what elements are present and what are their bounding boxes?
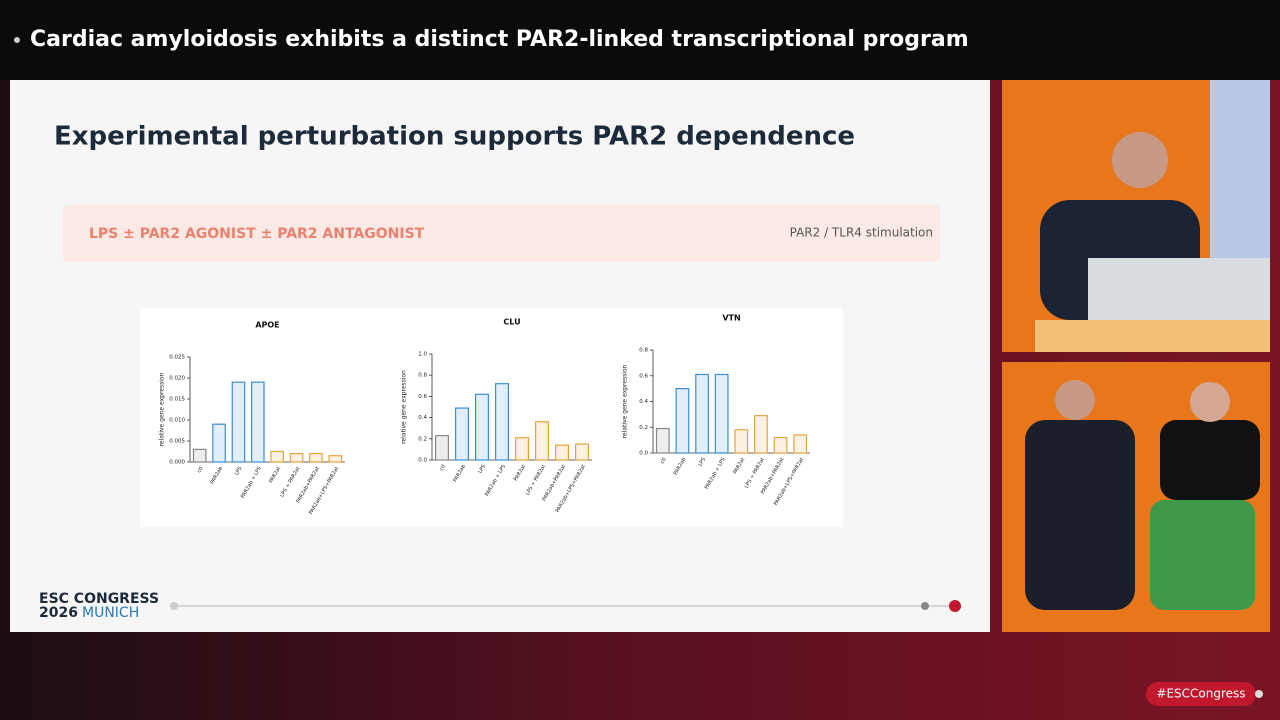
video-backdrop	[1210, 80, 1270, 260]
y-axis-label: relative gene expression	[622, 364, 629, 438]
y-tick-label: 0.8	[639, 348, 648, 354]
bar	[435, 435, 450, 461]
speaker-head	[1112, 132, 1168, 188]
y-axis-label: relative gene expression	[401, 370, 408, 444]
y-tick-label: 0.0	[418, 458, 427, 464]
y-tick-label: 0.4	[639, 399, 648, 405]
progress-end	[949, 600, 961, 612]
bar	[514, 437, 529, 461]
bullet	[14, 37, 20, 43]
logo-city: MUNICH	[82, 605, 139, 621]
y-tick-label: 0.005	[169, 439, 185, 445]
chart-title: CLU	[503, 318, 520, 327]
bar	[309, 453, 323, 463]
bar	[495, 383, 510, 461]
y-tick-label: 0.0	[639, 451, 648, 457]
bar	[675, 388, 690, 454]
bar	[574, 443, 589, 461]
y-tick-label: 0.010	[169, 418, 185, 424]
bar	[773, 436, 788, 454]
progress-dot	[921, 602, 929, 610]
y-tick-label: 0.020	[169, 376, 185, 382]
y-tick-label: 0.2	[639, 425, 648, 431]
banner-note: PAR2 / TLR4 stimulation	[790, 226, 933, 240]
y-tick-label: 0.025	[169, 355, 185, 361]
y-tick-label: 1.0	[418, 352, 427, 358]
bar	[534, 421, 549, 461]
y-tick-label: 0.6	[639, 373, 648, 379]
hashtag-dot	[1255, 690, 1263, 698]
x-tick-label: ctl	[196, 466, 204, 474]
bar	[192, 448, 207, 463]
bar	[695, 373, 709, 454]
panelist-1-head	[1055, 380, 1095, 420]
bar	[231, 381, 246, 463]
x-tick-label: LPS	[477, 464, 487, 475]
bar	[212, 423, 226, 463]
logo-year: 2026	[39, 605, 78, 621]
panelist-1	[1025, 420, 1135, 610]
y-tick-label: 0.4	[418, 415, 427, 421]
bar	[554, 444, 569, 461]
bar	[793, 434, 808, 454]
hashtag: #ESCCongress	[1156, 687, 1245, 701]
bar	[270, 450, 284, 463]
banner	[63, 205, 940, 262]
laptop	[1088, 258, 1270, 320]
top-bar	[0, 0, 1280, 80]
y-tick-label: 0.000	[169, 460, 185, 466]
y-tick-label: 0.6	[418, 394, 427, 400]
panelist-2-head	[1190, 382, 1230, 422]
x-tick-label: ctl	[660, 457, 668, 465]
bar	[734, 429, 749, 454]
figure-panel	[140, 308, 843, 527]
slide-heading: Experimental perturbation supports PAR2 …	[54, 122, 855, 152]
y-tick-label: 0.2	[418, 436, 427, 442]
bar	[754, 415, 768, 454]
bar	[289, 453, 304, 463]
chart-title: VTN	[722, 314, 740, 323]
logo-line1: ESC CONGRESS	[39, 591, 159, 607]
podium	[1035, 320, 1270, 352]
y-tick-label: 0.8	[418, 373, 427, 379]
bar	[714, 373, 729, 454]
x-tick-label: LPS	[697, 457, 707, 468]
bar	[455, 407, 470, 461]
header-title: Cardiac amyloidosis exhibits a distinct …	[30, 27, 969, 52]
bar	[328, 455, 343, 463]
bar	[251, 381, 265, 463]
hashtag-badge	[1146, 682, 1256, 706]
x-tick-label: ctl	[439, 464, 447, 472]
panelist-2	[1160, 420, 1260, 500]
banner-text: LPS ± PAR2 AGONIST ± PAR2 ANTAGONIST	[89, 226, 425, 242]
chart-title: APOE	[255, 321, 279, 330]
bar	[475, 393, 490, 461]
x-tick-label: LPS	[234, 466, 244, 477]
panelist-2-skirt	[1150, 500, 1255, 610]
progress-start	[170, 602, 178, 610]
y-tick-label: 0.015	[169, 397, 185, 403]
bar	[655, 427, 670, 454]
y-axis-label: relative gene expression	[159, 372, 166, 446]
